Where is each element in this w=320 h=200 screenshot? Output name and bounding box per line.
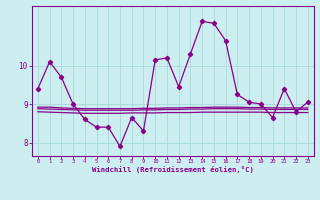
X-axis label: Windchill (Refroidissement éolien,°C): Windchill (Refroidissement éolien,°C) — [92, 166, 254, 173]
